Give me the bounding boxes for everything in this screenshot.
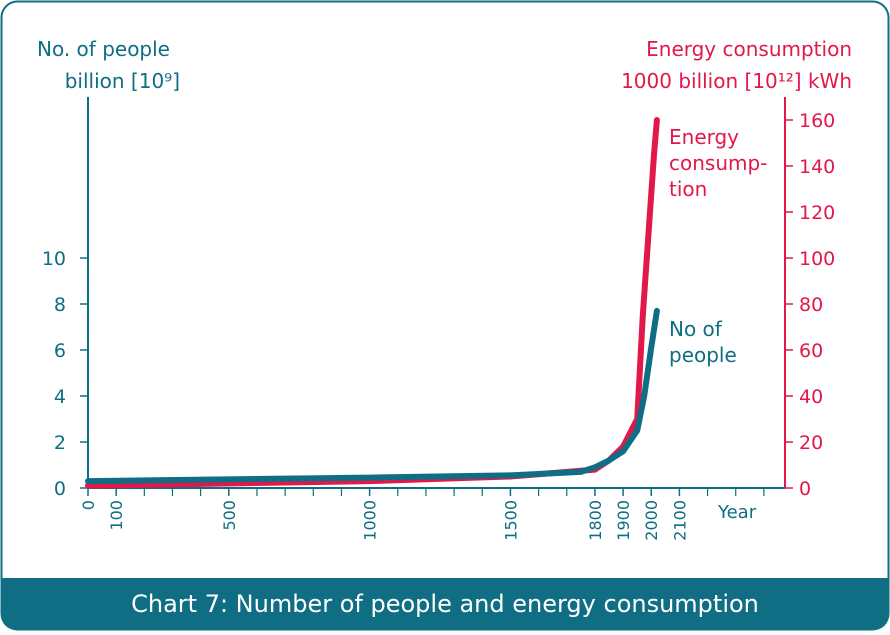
y-tick-label: 2	[54, 432, 66, 454]
x-label: Year	[717, 502, 757, 523]
y-tick-label: 6	[54, 340, 66, 362]
x-tick-label: 2000	[642, 500, 661, 541]
y-tick-label: 10	[42, 248, 66, 270]
y2-label: Energy consumption	[646, 37, 852, 61]
series-annotation: people	[669, 343, 737, 367]
y2-tick-label: 0	[799, 478, 811, 500]
x-tick-label: 1000	[361, 500, 380, 541]
y-tick-label: 8	[54, 294, 66, 316]
y-tick-label: 4	[54, 386, 66, 408]
caption-bar	[1, 578, 889, 630]
x-tick-label: 0	[79, 500, 98, 510]
x-tick-label: 2100	[670, 500, 689, 541]
caption: Chart 7: Number of people and energy con…	[131, 590, 759, 618]
y2-tick-label: 40	[799, 386, 823, 408]
x-tick-label: 1500	[501, 500, 520, 541]
series-annotation: consump-	[669, 151, 767, 175]
y2-tick-label: 120	[799, 202, 835, 224]
series-annotation: No of	[669, 317, 723, 341]
y-label: No. of people	[37, 37, 170, 61]
y2-tick-label: 140	[799, 156, 835, 178]
y-label: billion [10⁹]	[65, 69, 180, 93]
x-tick-label: 1900	[614, 500, 633, 541]
x-tick-label: 500	[220, 500, 239, 531]
y-tick-label: 0	[54, 478, 66, 500]
series-annotation: tion	[669, 177, 707, 201]
y2-label: 1000 billion [10¹²] kWh	[621, 69, 852, 93]
x-tick-label: 100	[107, 500, 126, 531]
x-tick-label: 1800	[586, 500, 605, 541]
y2-tick-label: 80	[799, 294, 823, 316]
series-line	[85, 307, 660, 485]
series-annotation: Energy	[669, 125, 739, 149]
y2-tick-label: 20	[799, 432, 823, 454]
y2-tick-label: 100	[799, 248, 835, 270]
y2-tick-label: 60	[799, 340, 823, 362]
y2-tick-label: 160	[799, 110, 835, 132]
